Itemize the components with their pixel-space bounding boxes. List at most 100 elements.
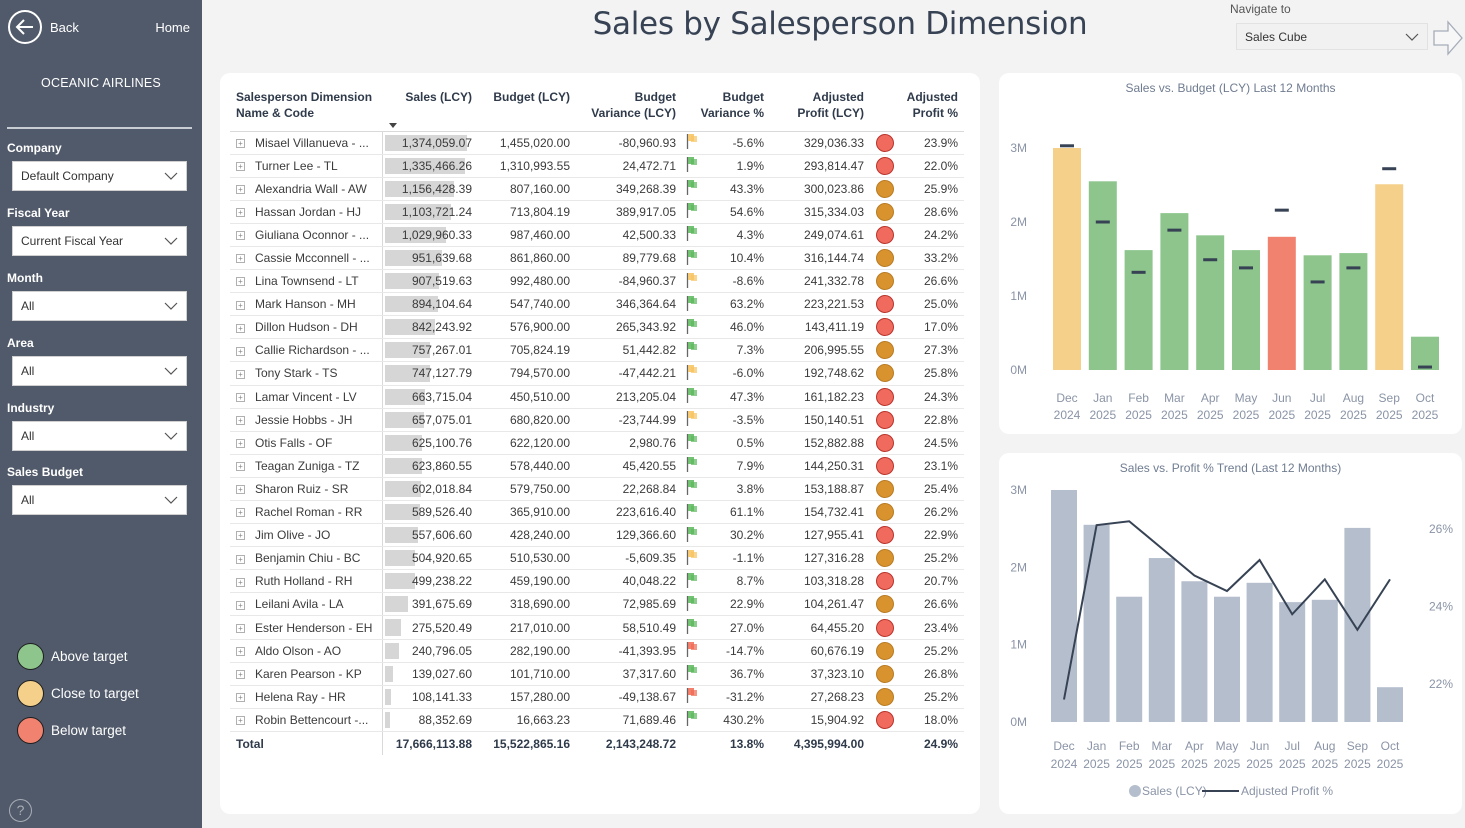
sales-bar[interactable] (1088, 181, 1117, 370)
sales-bar[interactable] (1053, 148, 1081, 370)
expand-icon[interactable]: + (236, 670, 245, 680)
table-row[interactable]: + Alexandria Wall - AW 1,156,428.39 807,160… (230, 177, 964, 201)
sales-bar[interactable] (1303, 255, 1332, 370)
sales-bar[interactable] (1214, 596, 1240, 722)
month-dropdown[interactable]: All (12, 291, 187, 321)
salesperson-cell[interactable]: + Jessie Hobbs - JH (230, 408, 382, 432)
budget-marker[interactable] (1095, 220, 1110, 224)
expand-icon[interactable]: + (236, 185, 245, 195)
sales-bar[interactable] (1279, 602, 1306, 722)
budget-marker[interactable] (1418, 365, 1432, 369)
salesperson-cell[interactable]: + Tony Stark - TS (230, 361, 382, 386)
home-button[interactable]: Home (155, 20, 190, 35)
sales-bar[interactable] (1344, 527, 1371, 722)
salesperson-cell[interactable]: + Otis Falls - OF (230, 431, 382, 455)
column-header-adjusted-profit-pct[interactable]: Adjusted Profit % (870, 85, 964, 132)
table-row[interactable]: + Lamar Vincent - LV 663,715.04 450,510.00 2… (230, 385, 964, 409)
table-row[interactable]: + Lina Townsend - LT 907,519.63 992,480.00-… (230, 269, 964, 294)
expand-icon[interactable]: + (236, 485, 245, 495)
expand-icon[interactable]: + (236, 369, 245, 379)
table-row[interactable]: + Dillon Hudson - DH 842,243.92 576,900.00 2… (230, 315, 964, 340)
expand-icon[interactable]: + (236, 323, 245, 333)
sales-bar[interactable] (1411, 336, 1439, 370)
salesperson-cell[interactable]: + Giuliana Oconnor - ... (230, 223, 382, 247)
expand-icon[interactable]: + (236, 462, 245, 472)
table-row[interactable]: + Hassan Jordan - HJ 1,103,721.24 713,804.1… (230, 200, 964, 224)
salesperson-cell[interactable]: + Jim Olive - JO (230, 523, 382, 548)
expand-icon[interactable]: + (236, 392, 245, 402)
company-dropdown[interactable]: Default Company (12, 161, 187, 191)
salesperson-cell[interactable]: + Rachel Roman - RR (230, 500, 382, 525)
salesperson-cell[interactable]: + Lina Townsend - LT (230, 269, 382, 294)
sales-bar[interactable] (1160, 213, 1189, 370)
table-row[interactable]: + Tony Stark - TS 747,127.79 794,570.00 -47,… (230, 361, 964, 386)
salesperson-cell[interactable]: + Robin Bettencourt -... (230, 708, 382, 732)
table-row[interactable]: + Ester Henderson - EH 275,520.49 217,010.0… (230, 615, 964, 640)
salesperson-cell[interactable]: + Benjamin Chiu - BC (230, 546, 382, 571)
salesperson-cell[interactable]: + Callie Richardson - ... (230, 338, 382, 363)
sales-bar[interactable] (1124, 250, 1153, 370)
salesperson-cell[interactable]: + Helena Ray - HR (230, 685, 382, 709)
budget-marker[interactable] (1382, 167, 1397, 171)
table-row[interactable]: + Sharon Ruiz - SR 602,018.84 579,750.00 22,… (230, 477, 964, 502)
salesperson-cell[interactable]: + Alexandria Wall - AW (230, 177, 382, 201)
expand-icon[interactable]: + (236, 346, 245, 356)
sales-bar[interactable] (1051, 490, 1077, 722)
column-header-budget[interactable]: Budget (LCY) (478, 85, 576, 132)
salesperson-cell[interactable]: + Karen Pearson - KP (230, 662, 382, 686)
table-row[interactable]: + Callie Richardson - ... 757,267.01 705,82… (230, 338, 964, 363)
fiscal-year-dropdown[interactable]: Current Fiscal Year (12, 226, 187, 256)
budget-marker[interactable] (1239, 266, 1253, 270)
expand-icon[interactable]: + (236, 254, 245, 264)
table-row[interactable]: + Cassie Mcconnell - ... 951,639.68 861,860… (230, 246, 964, 271)
table-row[interactable]: + Leilani Avila - LA 391,675.69 318,690.00 7… (230, 592, 964, 617)
budget-marker[interactable] (1060, 144, 1074, 148)
expand-icon[interactable]: + (236, 531, 245, 541)
budget-marker[interactable] (1131, 270, 1146, 274)
expand-icon[interactable]: + (236, 208, 245, 218)
table-row[interactable]: + Giuliana Oconnor - ... 1,029,960.33 987,4… (230, 223, 964, 247)
table-row[interactable]: + Karen Pearson - KP 139,027.60 101,710.00 3… (230, 662, 964, 686)
expand-icon[interactable]: + (236, 439, 245, 449)
salesperson-cell[interactable]: + Misael Villanueva - ... (230, 131, 382, 155)
table-row[interactable]: + Jessie Hobbs - JH 657,075.01 680,820.00 -2… (230, 408, 964, 432)
table-row[interactable]: + Ruth Holland - RH 499,238.22 459,190.00 40… (230, 569, 964, 594)
table-row[interactable]: + Aldo Olson - AO 240,796.05 282,190.00 -41,… (230, 639, 964, 663)
salesperson-cell[interactable]: + Teagan Zuniga - TZ (230, 454, 382, 478)
area-dropdown[interactable]: All (12, 356, 187, 386)
budget-marker[interactable] (1310, 280, 1325, 284)
expand-icon[interactable]: + (236, 600, 245, 610)
sales-bar[interactable] (1232, 250, 1260, 370)
sales-bar[interactable] (1181, 581, 1208, 722)
expand-icon[interactable]: + (236, 646, 245, 656)
sales-bar[interactable] (1339, 253, 1368, 370)
sales-bar[interactable] (1311, 599, 1338, 722)
expand-icon[interactable]: + (236, 623, 245, 633)
navigate-arrow-icon[interactable] (1432, 20, 1464, 56)
table-row[interactable]: + Teagan Zuniga - TZ 623,860.55 578,440.00 4… (230, 454, 964, 478)
expand-icon[interactable]: + (236, 554, 245, 564)
sales-bar[interactable] (1246, 582, 1273, 722)
expand-icon[interactable]: + (236, 300, 245, 310)
expand-icon[interactable]: + (236, 416, 245, 425)
expand-icon[interactable]: + (236, 138, 245, 148)
back-button[interactable]: Back (8, 10, 79, 44)
salesperson-cell[interactable]: + Sharon Ruiz - SR (230, 477, 382, 502)
expand-icon[interactable]: + (236, 716, 245, 726)
salesperson-cell[interactable]: + Lamar Vincent - LV (230, 385, 382, 409)
sales-bar[interactable] (1116, 596, 1143, 722)
sales-bar[interactable] (1375, 184, 1404, 370)
sales-bar[interactable] (1148, 558, 1175, 722)
industry-dropdown[interactable]: All (12, 421, 187, 451)
salesperson-cell[interactable]: + Ruth Holland - RH (230, 569, 382, 594)
expand-icon[interactable]: + (236, 577, 245, 587)
salesperson-cell[interactable]: + Aldo Olson - AO (230, 639, 382, 663)
salesperson-cell[interactable]: + Cassie Mcconnell - ... (230, 246, 382, 271)
table-row[interactable]: + Otis Falls - OF 625,100.76 622,120.00 2,98… (230, 431, 964, 455)
table-row[interactable]: + Turner Lee - TL 1,335,466.26 1,310,993.55… (230, 154, 964, 178)
table-row[interactable]: + Benjamin Chiu - BC 504,920.65 510,530.00-… (230, 546, 964, 571)
salesperson-cell[interactable]: + Ester Henderson - EH (230, 615, 382, 640)
help-icon[interactable]: ? (9, 799, 32, 822)
salesperson-cell[interactable]: + Hassan Jordan - HJ (230, 200, 382, 224)
navigate-dropdown[interactable]: Sales Cube (1236, 23, 1428, 50)
